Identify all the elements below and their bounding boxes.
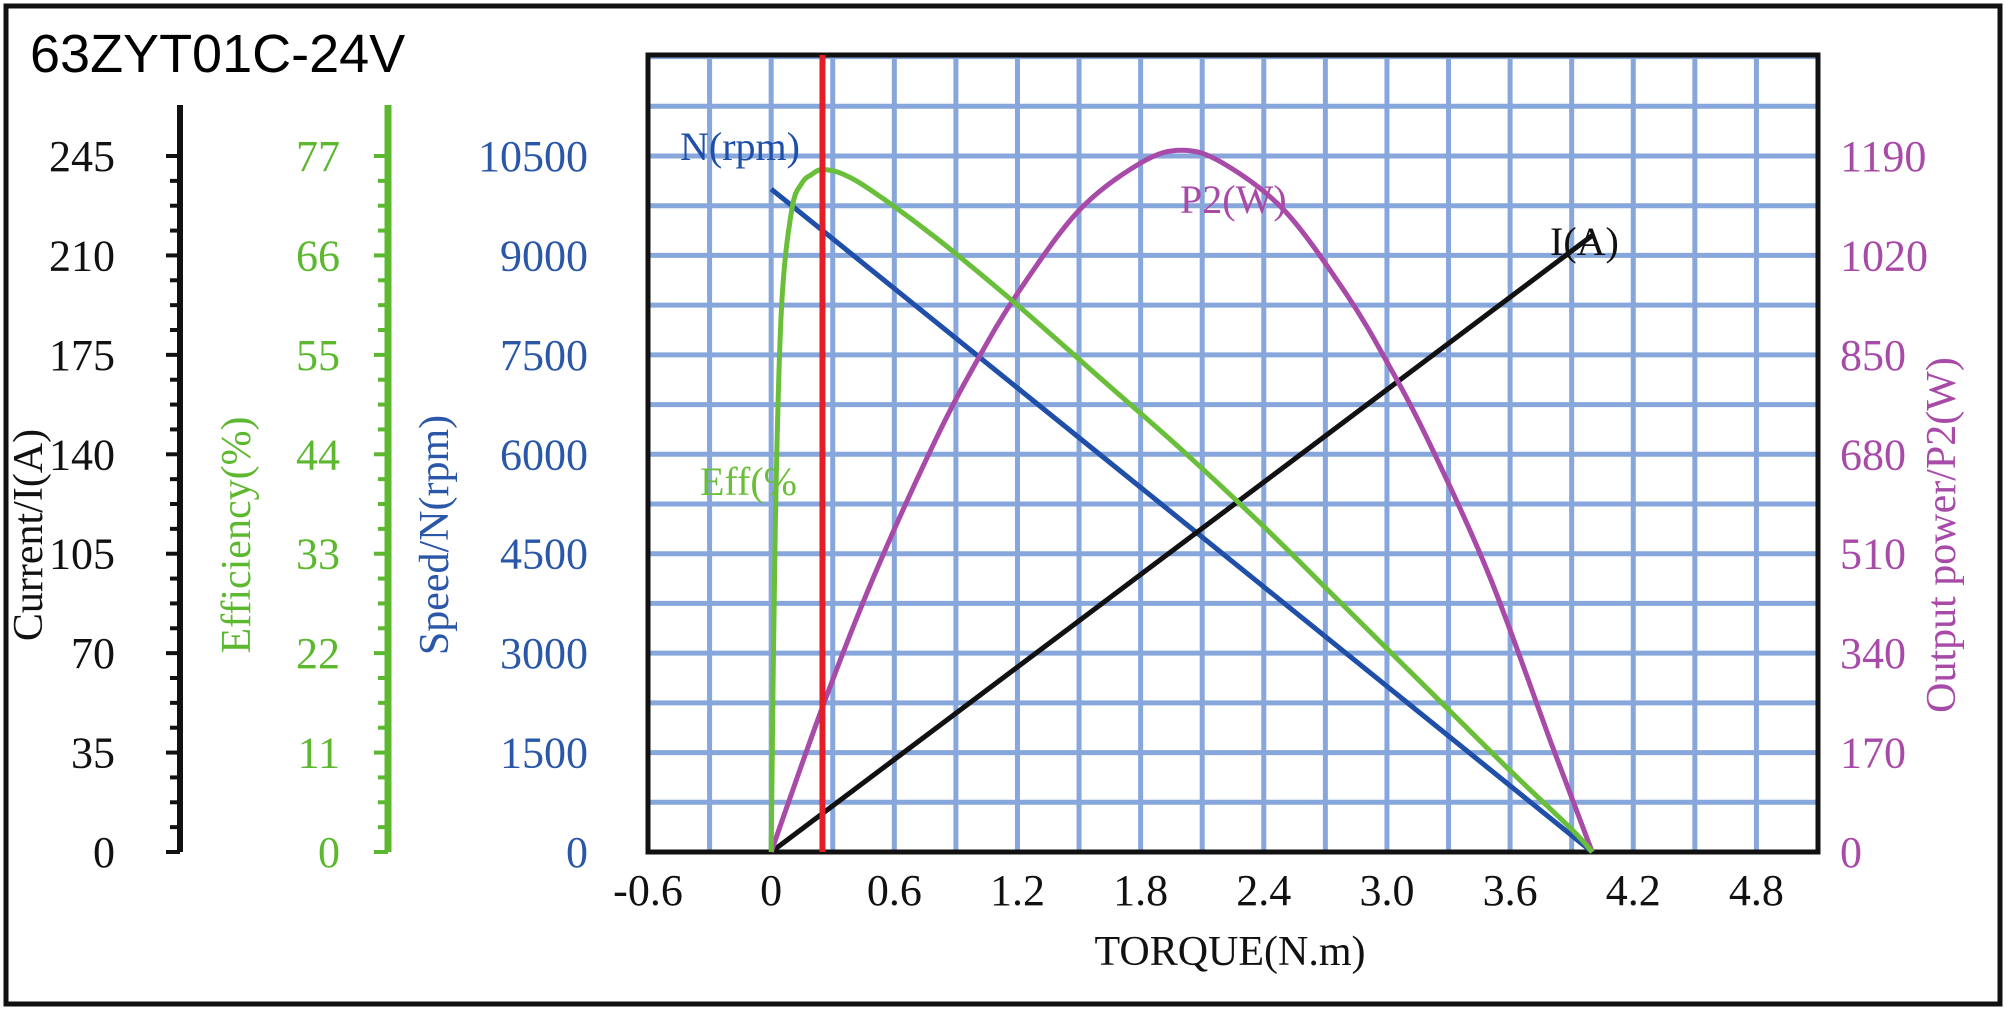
speed-axis-label: Speed/N(rpm) bbox=[412, 415, 458, 655]
power-tick-label: 1020 bbox=[1840, 231, 1928, 280]
plot-frame bbox=[645, 52, 1821, 855]
chart-title: 63ZYT01C-24V bbox=[30, 24, 405, 84]
current-tick-label: 0 bbox=[93, 828, 115, 877]
power-axis-label: Output power/P2(W) bbox=[1919, 357, 1965, 713]
series-label-3: Eff(% bbox=[700, 459, 797, 504]
speed-tick-label: 0 bbox=[566, 828, 588, 877]
speed-tick-label: 9000 bbox=[500, 231, 588, 280]
speed-tick-label: 4500 bbox=[500, 530, 588, 579]
efficiency-tick-label: 44 bbox=[296, 430, 340, 479]
x-tick-label: -0.6 bbox=[613, 866, 683, 915]
current-tick-label: 70 bbox=[71, 629, 115, 678]
speed-tick-label: 3000 bbox=[500, 629, 588, 678]
x-tick-label: 4.2 bbox=[1606, 866, 1661, 915]
efficiency-tick-label: 55 bbox=[296, 331, 340, 380]
efficiency-tick-label: 66 bbox=[296, 231, 340, 280]
efficiency-tick-label: 22 bbox=[296, 629, 340, 678]
power-tick-label: 170 bbox=[1840, 729, 1906, 778]
power-tick-label: 340 bbox=[1840, 629, 1906, 678]
current-tick-label: 210 bbox=[49, 231, 115, 280]
x-tick-label: 2.4 bbox=[1236, 866, 1291, 915]
current-tick-label: 105 bbox=[49, 530, 115, 579]
series-label-1: I(A) bbox=[1550, 219, 1619, 264]
x-tick-label: 1.8 bbox=[1113, 866, 1168, 915]
power-tick-label: 510 bbox=[1840, 530, 1906, 579]
power-tick-label: 0 bbox=[1840, 828, 1862, 877]
x-tick-label: 1.2 bbox=[990, 866, 1045, 915]
power-tick-label: 1190 bbox=[1840, 132, 1926, 181]
speed-tick-label: 6000 bbox=[500, 430, 588, 479]
current-tick-label: 35 bbox=[71, 729, 115, 778]
efficiency-tick-label: 77 bbox=[296, 132, 340, 181]
speed-tick-label: 1500 bbox=[500, 729, 588, 778]
series-label-0: N(rpm) bbox=[680, 124, 800, 169]
current-tick-label: 175 bbox=[49, 331, 115, 380]
efficiency-tick-label: 0 bbox=[318, 828, 340, 877]
series-line-2 bbox=[768, 147, 1595, 853]
series-label-2: P2(W) bbox=[1180, 177, 1287, 222]
series-line-3 bbox=[768, 167, 1595, 854]
current-tick-label: 140 bbox=[49, 430, 115, 479]
efficiency-axis-label: Efficiency(%) bbox=[214, 416, 260, 653]
efficiency-tick-label: 33 bbox=[296, 530, 340, 579]
x-tick-label: 4.8 bbox=[1729, 866, 1784, 915]
x-axis-label: TORQUE(N.m) bbox=[1094, 929, 1365, 975]
efficiency-tick-label: 11 bbox=[298, 729, 340, 778]
current-tick-label: 245 bbox=[49, 132, 115, 181]
power-tick-label: 850 bbox=[1840, 331, 1906, 380]
speed-tick-label: 10500 bbox=[478, 132, 588, 181]
current-axis-label: Current/I(A) bbox=[6, 429, 52, 641]
series-line-0 bbox=[769, 187, 1594, 854]
speed-tick-label: 7500 bbox=[500, 331, 588, 380]
x-tick-label: 3.6 bbox=[1483, 866, 1538, 915]
power-tick-label: 680 bbox=[1840, 430, 1906, 479]
x-tick-label: 0 bbox=[760, 866, 782, 915]
x-tick-label: 0.6 bbox=[867, 866, 922, 915]
series-line-1 bbox=[769, 233, 1594, 854]
x-tick-label: 3.0 bbox=[1359, 866, 1414, 915]
